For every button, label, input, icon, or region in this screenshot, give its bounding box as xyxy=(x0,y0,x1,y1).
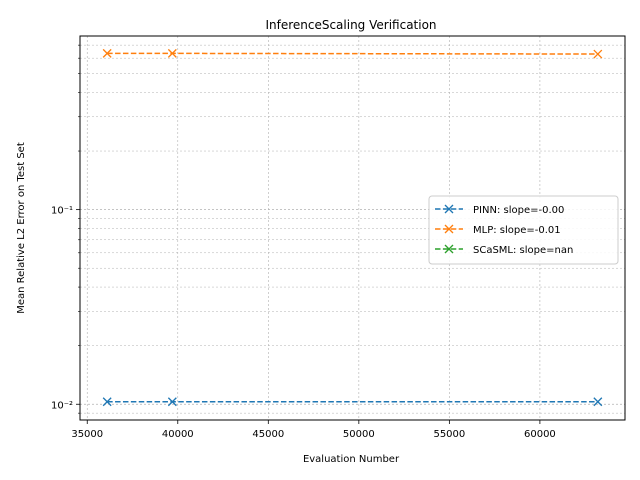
legend-box xyxy=(428,195,619,265)
legend-swatch-marker xyxy=(444,244,454,254)
marker-stroke xyxy=(102,397,112,407)
marker-stroke xyxy=(444,204,454,214)
x-axis-label: Evaluation Number xyxy=(303,454,400,465)
data-point xyxy=(593,49,603,59)
x-tick-label: 55000 xyxy=(433,429,465,440)
marker-stroke xyxy=(593,49,603,59)
x-tick-label: 35000 xyxy=(71,429,103,440)
marker-stroke xyxy=(444,244,454,254)
x-tick-label: 50000 xyxy=(343,429,375,440)
y-axis-label: Mean Relative L2 Error on Test Set xyxy=(16,142,27,314)
marker-stroke xyxy=(593,397,603,407)
x-tick-label: 45000 xyxy=(252,429,284,440)
marker-stroke xyxy=(167,397,177,407)
axis-ticks: 35000 40000 45000 50000 55000 60000 10⁻² 10⁻¹ xyxy=(51,44,556,440)
plot-frame xyxy=(79,35,626,421)
legend-label: SCaSML: slope=nan xyxy=(473,245,573,256)
y-tick-label: 10⁻² xyxy=(51,400,73,411)
y-tick-label: 10⁻¹ xyxy=(51,206,73,217)
legend-item: PINN: slope=-0.00 xyxy=(435,204,564,216)
legend-label: MLP: slope=-0.01 xyxy=(473,225,561,236)
series-1 xyxy=(102,48,603,59)
data-point xyxy=(593,397,603,407)
series-0 xyxy=(102,397,603,407)
legend-label: PINN: slope=-0.00 xyxy=(473,205,564,216)
series-line xyxy=(107,52,598,55)
marker-stroke xyxy=(102,48,112,58)
legend: PINN: slope=-0.00 MLP: slope=-0.01 SCaSML:… xyxy=(428,195,619,265)
chart-title: InferenceScaling Verification xyxy=(265,18,436,32)
legend-item: SCaSML: slope=nan xyxy=(435,244,573,256)
legend-swatch-marker xyxy=(444,224,454,234)
data-point xyxy=(167,48,177,58)
x-tick-label: 60000 xyxy=(524,429,556,440)
marker-stroke xyxy=(444,224,454,234)
data-point xyxy=(102,48,112,58)
legend-item: MLP: slope=-0.01 xyxy=(435,224,561,236)
x-tick-label: 40000 xyxy=(162,429,194,440)
data-point xyxy=(102,397,112,407)
data-point xyxy=(167,397,177,407)
marker-stroke xyxy=(167,48,177,58)
series-layer xyxy=(102,48,603,407)
legend-swatch-marker xyxy=(444,204,454,214)
